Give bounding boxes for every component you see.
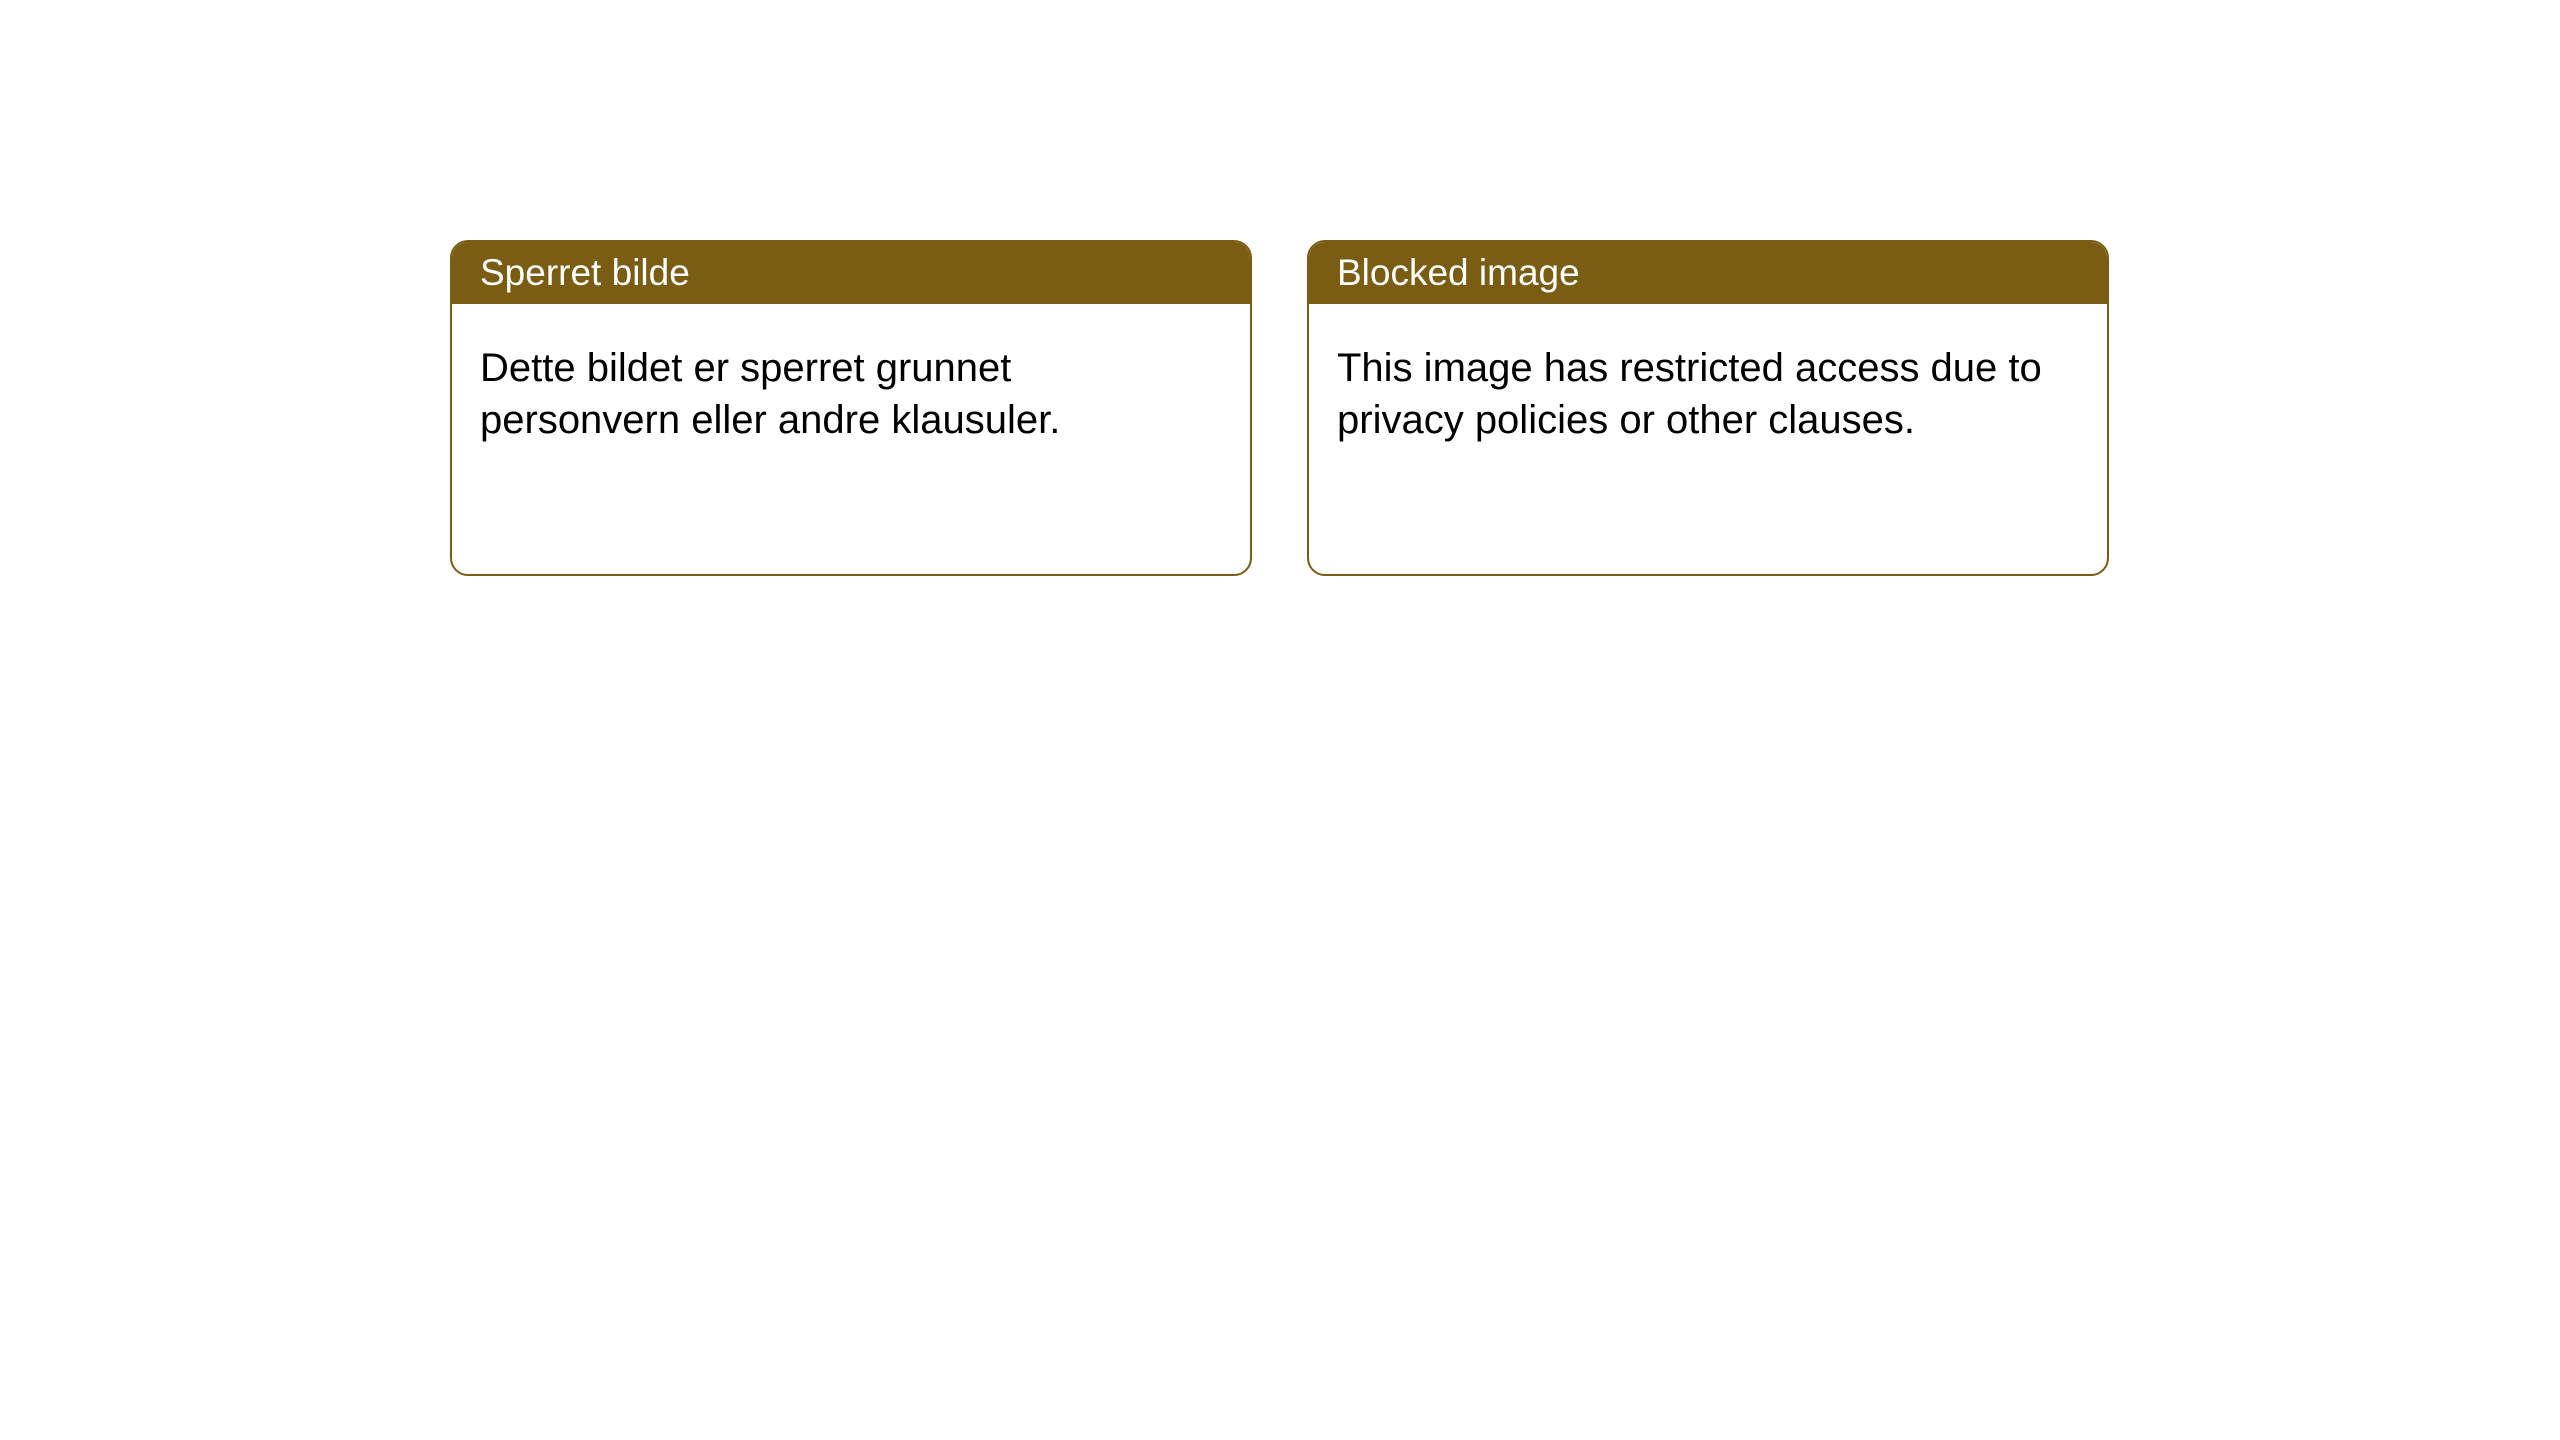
notice-card-norwegian: Sperret bilde Dette bildet er sperret gr… [450,240,1252,576]
notice-card-body-text: This image has restricted access due to … [1337,346,2042,442]
notice-card-body: This image has restricted access due to … [1309,304,2107,574]
notice-cards-container: Sperret bilde Dette bildet er sperret gr… [450,240,2109,576]
notice-card-english: Blocked image This image has restricted … [1307,240,2109,576]
notice-card-header: Sperret bilde [452,242,1250,304]
notice-card-header: Blocked image [1309,242,2107,304]
notice-card-title: Blocked image [1337,252,1580,293]
notice-card-body-text: Dette bildet er sperret grunnet personve… [480,346,1060,442]
notice-card-body: Dette bildet er sperret grunnet personve… [452,304,1250,574]
notice-card-title: Sperret bilde [480,252,690,293]
